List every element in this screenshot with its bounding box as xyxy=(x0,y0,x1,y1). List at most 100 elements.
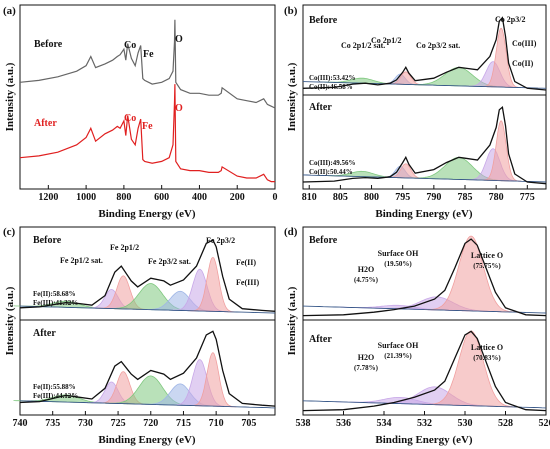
panel-a-tick-label: 1200 xyxy=(38,192,58,203)
panel-c-peak-label: Fe(II) xyxy=(236,258,256,267)
panel-d-before-title: Before xyxy=(309,235,338,246)
panel-b-baseline-after xyxy=(302,174,547,183)
panel-c-envelope-before xyxy=(19,239,276,312)
panel-d-tick-label: 530 xyxy=(458,418,473,429)
panel-b-peak-label: Co(II) xyxy=(512,59,534,68)
panel-d-baseline-before xyxy=(302,305,547,314)
panel-c-after-ratio-1: Fe(II):55.88% xyxy=(33,383,76,391)
panel-c-tick-label: 715 xyxy=(176,418,191,429)
panel-d-peak-name: Lattice O xyxy=(471,343,503,352)
panel-c: (c) 740 735 730 725 720 715 710 705 Binding Ene… xyxy=(3,226,276,446)
panel-a-xlabel: Binding Energy (eV) xyxy=(98,208,196,220)
panel-b-after-ratio-1: Co(III):49.56% xyxy=(309,159,355,167)
panel-c-after-title: After xyxy=(33,328,56,339)
panel-a: (a) 1200 1000 800 600 400 200 0 Binding Energy… xyxy=(3,4,278,220)
panel-d-tick-label: 536 xyxy=(336,418,351,429)
panel-d-envelope-before xyxy=(302,238,547,317)
panel-c-envelope-after xyxy=(19,330,276,407)
panel-b-peak-label: Co 2p3/2 sat. xyxy=(416,41,460,50)
panel-a-ylabel: Intensity (a.u.) xyxy=(4,62,16,131)
panel-c-peak-labels: Fe 2p1/2 sat. Fe 2p1/2 Fe 2p3/2 sat. Fe 2p3… xyxy=(60,236,259,287)
panel-d-peak-percent: (75.75%) xyxy=(473,262,501,270)
panel-d-tick-label: 528 xyxy=(498,418,513,429)
panel-a-co-after: Co xyxy=(124,113,136,124)
panel-a-series-after xyxy=(19,84,275,183)
panel-d-peak-labels: H2O (4.75%) Surface OH (19.50%) Lattice O (75… xyxy=(354,249,503,372)
panel-d-ylabel: Intensity (a.u.) xyxy=(286,286,298,355)
panel-c-xlabel: Binding Energy (eV) xyxy=(98,434,196,446)
panel-a-frame xyxy=(19,4,276,190)
panel-a-fe-after: Fe xyxy=(142,121,153,132)
panel-c-tick-label: 740 xyxy=(13,418,28,429)
panel-c-tick-label: 725 xyxy=(111,418,126,429)
panel-b-before-ratio-2: Co(II):46.58% xyxy=(309,83,353,91)
panel-b-tick-label: 810 xyxy=(302,192,317,203)
panel-d-after-title: After xyxy=(309,334,332,345)
panel-b-peak-labels: Co 2p1/2 sat.Co 2p1/2 Co 2p3/2 sat. Co 2p3… xyxy=(341,15,537,68)
panel-b-tick-label: 785 xyxy=(458,192,473,203)
panel-b-after-title: After xyxy=(309,102,332,113)
panel-b-envelope-before xyxy=(302,16,547,91)
panel-c-before-ratio-1: Fe(II):58.68% xyxy=(33,290,76,298)
panel-a-tick-label: 200 xyxy=(230,192,245,203)
panel-c-peak-label: Fe 2p1/2 sat. xyxy=(60,256,103,265)
panel-c-tick-label: 710 xyxy=(209,418,224,429)
panel-c-before-title: Before xyxy=(33,235,62,246)
panel-a-label: (a) xyxy=(3,5,16,17)
panel-b: (b) 810 805 800 795 790 785 780 775 Binding Ene… xyxy=(284,4,547,220)
panel-c-tick-label: 705 xyxy=(241,418,256,429)
panel-d-peak-percent: (70.83%) xyxy=(473,354,501,362)
panel-c-tick-label: 735 xyxy=(45,418,60,429)
panel-d-tick-label: 532 xyxy=(417,418,432,429)
panel-c-peak-label: Fe 2p3/2 sat. xyxy=(148,257,191,266)
panel-b-tick-label: 790 xyxy=(426,192,441,203)
panel-d-peak-name: Surface OH xyxy=(378,341,419,350)
panel-a-o-after: O xyxy=(175,103,183,114)
panel-b-before-title: Before xyxy=(309,15,338,26)
panel-a-tick-label: 400 xyxy=(192,192,207,203)
panel-d-peak-name: H2O xyxy=(358,265,374,274)
panel-d-baseline-after xyxy=(302,400,547,409)
panel-b-plot xyxy=(302,16,547,185)
panel-b-ticks: 810 805 800 795 790 785 780 775 xyxy=(302,185,535,203)
panel-b-after-ratio-2: Co(II):50.44% xyxy=(309,168,353,176)
panel-c-before-ratio-2: Fe(III):41.32% xyxy=(33,299,78,307)
panel-a-tick-label: 600 xyxy=(154,192,169,203)
panel-d-envelope-after xyxy=(302,330,547,412)
panel-d-xlabel: Binding Energy (eV) xyxy=(375,434,473,446)
panel-b-tick-label: 800 xyxy=(364,192,379,203)
panel-b-peak-label: Co 2p1/2 xyxy=(371,36,401,45)
panel-b-tick-label: 780 xyxy=(489,192,504,203)
panel-a-series-before xyxy=(19,19,276,109)
panel-d-peak-name: H2O xyxy=(358,353,374,362)
panel-d-peak-name: Lattice O xyxy=(471,251,503,260)
panel-b-ylabel: Intensity (a.u.) xyxy=(286,62,298,131)
panel-c-plot xyxy=(13,239,276,409)
panel-b-tick-label: 805 xyxy=(333,192,348,203)
panel-d-frame xyxy=(302,226,547,416)
panel-d-peak-percent: (7.78%) xyxy=(354,364,379,372)
panel-d-peak-name: Surface OH xyxy=(378,249,419,258)
panel-a-co-before: Co xyxy=(124,40,136,51)
panel-c-tick-label: 730 xyxy=(78,418,93,429)
panel-a-ticks: 1200 1000 800 600 400 200 0 xyxy=(38,185,278,203)
panel-d-tick-label: 526 xyxy=(539,418,550,429)
panel-c-after-ratio-2: Fe(III):44.12% xyxy=(33,392,78,400)
panel-a-after-label: After xyxy=(34,118,57,129)
panel-b-baseline-before xyxy=(302,81,547,89)
panel-b-peak-label: Co 2p3/2 xyxy=(495,15,525,24)
panel-c-label: (c) xyxy=(3,226,16,238)
panel-c-ylabel: Intensity (a.u.) xyxy=(4,286,16,355)
panel-c-peak-label: Fe(III) xyxy=(236,278,259,287)
panel-d-peak-percent: (21.39%) xyxy=(384,352,412,360)
panel-c-ticks: 740 735 730 725 720 715 710 705 xyxy=(13,411,256,429)
panel-c-baseline-before xyxy=(19,305,276,314)
panel-b-frame xyxy=(302,4,547,190)
panel-d-plot xyxy=(302,235,547,412)
panel-d: (d) 538 536 534 532 530 528 526 Binding Energy… xyxy=(284,226,550,446)
panel-b-peak-label: Co 2p1/2 sat. xyxy=(341,41,385,50)
panel-a-tick-label: 800 xyxy=(116,192,131,203)
panel-a-before-label: Before xyxy=(34,39,63,50)
panel-d-peak-percent: (19.50%) xyxy=(384,260,412,268)
